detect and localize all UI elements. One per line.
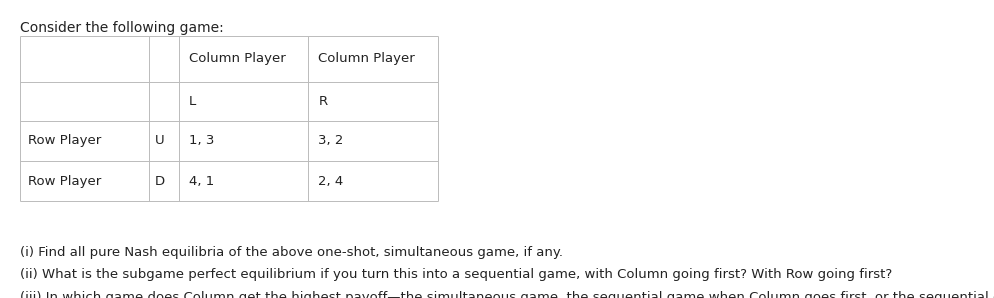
Text: Column Player: Column Player (318, 52, 414, 65)
Text: U: U (155, 134, 165, 147)
Text: Column Player: Column Player (189, 52, 285, 65)
Text: Consider the following game:: Consider the following game: (20, 21, 224, 35)
Text: 2, 4: 2, 4 (318, 175, 343, 187)
Text: (iii) In which game does Column get the highest payoff—the simultaneous game, th: (iii) In which game does Column get the … (20, 291, 994, 298)
Text: 4, 1: 4, 1 (189, 175, 214, 187)
Text: (ii) What is the subgame perfect equilibrium if you turn this into a sequential : (ii) What is the subgame perfect equilib… (20, 268, 892, 281)
Text: D: D (155, 175, 165, 187)
Text: (i) Find all pure Nash equilibria of the above one-shot, simultaneous game, if a: (i) Find all pure Nash equilibria of the… (20, 246, 563, 259)
Text: 3, 2: 3, 2 (318, 134, 344, 147)
Text: Row Player: Row Player (28, 134, 101, 147)
Text: R: R (318, 95, 327, 108)
Text: Row Player: Row Player (28, 175, 101, 187)
Text: 1, 3: 1, 3 (189, 134, 215, 147)
Text: L: L (189, 95, 196, 108)
